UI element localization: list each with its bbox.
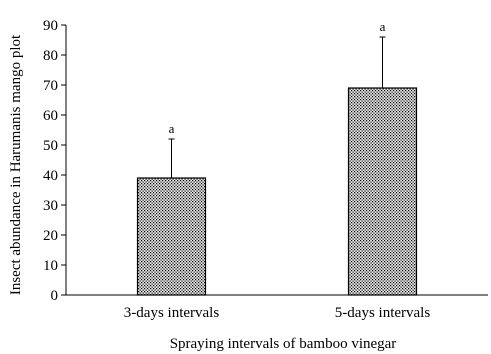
y-tick-label: 80: [43, 48, 58, 64]
data-labels-group: aa: [169, 19, 386, 136]
y-tick-label: 10: [43, 258, 58, 274]
error-bars-group: [168, 36, 386, 178]
y-tick-label: 50: [43, 138, 58, 154]
y-tick-label: 0: [51, 288, 59, 304]
y-tick-label: 60: [43, 108, 58, 124]
x-tick-label: 5-days intervals: [335, 305, 431, 321]
bar: [136, 177, 207, 296]
significance-label: a: [169, 121, 175, 136]
y-tick-label: 20: [43, 228, 58, 244]
bars-group: [136, 87, 418, 296]
x-tick-labels-group: 3-days intervals 5-days intervals: [124, 305, 431, 321]
y-tick-label: 90: [43, 18, 58, 34]
y-axis-title: Insect abundance in Harumanis mango plot: [8, 34, 24, 295]
significance-label: a: [380, 19, 386, 34]
plot-area: [65, 25, 488, 296]
y-tick-label: 40: [43, 168, 58, 184]
y-ticks-group: 0 10 20 30 40 50 60 70 80 90: [43, 18, 66, 304]
x-tick-label: 3-days intervals: [124, 305, 220, 321]
bar: [347, 87, 418, 296]
x-axis-title: Spraying intervals of bamboo vinegar: [170, 336, 397, 352]
y-tick-label: 30: [43, 198, 58, 214]
y-tick-label: 70: [43, 78, 58, 94]
